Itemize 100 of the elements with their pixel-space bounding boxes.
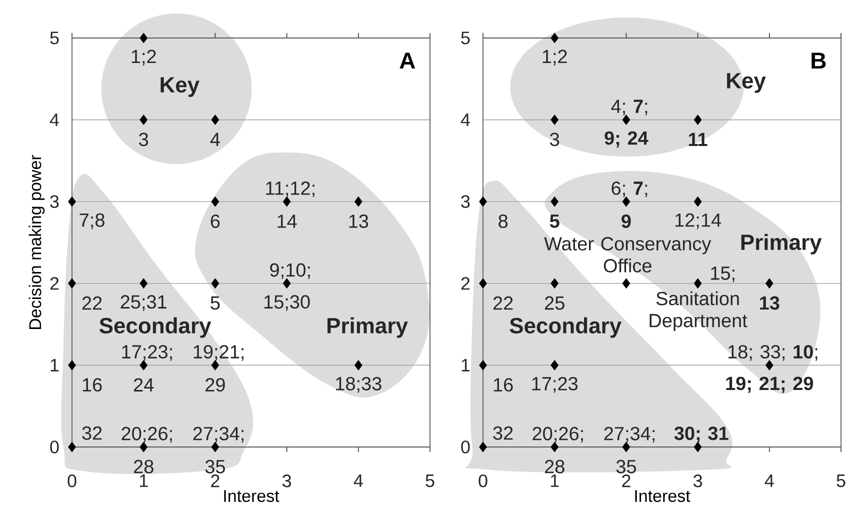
point	[140, 32, 148, 44]
point	[68, 196, 76, 207]
point	[282, 278, 291, 289]
annotation: 9;10;	[270, 263, 310, 279]
annotation: 9	[622, 214, 631, 228]
annotation: 19; 21; 29	[726, 376, 814, 393]
annotation: Key	[160, 77, 200, 97]
x-tick-label: 5	[836, 474, 846, 488]
annotation: 3	[139, 132, 148, 146]
annotation: 3	[550, 132, 560, 146]
annotation: 15;30	[264, 295, 310, 311]
point	[550, 360, 559, 370]
point	[354, 360, 362, 370]
annotation: 28	[544, 460, 564, 474]
x-tick-label: 0	[478, 474, 488, 488]
annotation: 35	[616, 460, 636, 474]
annotation: 4; 7;	[611, 100, 648, 116]
annotation: 32	[82, 426, 102, 440]
annotation: 16	[82, 378, 102, 392]
annotation: Key	[727, 73, 766, 93]
point	[479, 442, 487, 452]
point	[694, 114, 702, 125]
point	[622, 196, 630, 207]
y-tick-label: 5	[50, 32, 59, 44]
annotation: Primary	[741, 234, 822, 254]
annotation: 12;14	[675, 213, 722, 230]
annotation: Secondary	[99, 317, 212, 338]
x-tick-label: 4	[354, 474, 363, 487]
annotation: Secondary	[510, 317, 622, 338]
x-tick-label: 5	[426, 474, 434, 488]
point	[550, 32, 559, 44]
annotation: 27;34;	[604, 426, 654, 443]
y-tick-label: 1	[462, 359, 470, 372]
annotation: 29	[206, 378, 225, 392]
point	[68, 360, 76, 370]
x-axis-title: Interest	[224, 490, 280, 502]
x-tick-label: 1	[140, 474, 148, 487]
y-axis-title: Decision making power	[28, 154, 45, 329]
x-tick-label: 1	[550, 474, 559, 487]
point	[622, 278, 630, 289]
annotation: 18; 33; 10;	[728, 345, 818, 361]
annotation: 28	[134, 460, 154, 474]
chart-title: A	[400, 52, 416, 69]
annotation: 32	[493, 426, 513, 440]
annotation: 1;2	[132, 50, 156, 66]
annotation: 5	[210, 296, 220, 310]
annotation: 7;8	[80, 213, 104, 230]
annotation: 30; 31	[674, 426, 728, 443]
point	[211, 196, 220, 207]
point	[694, 196, 702, 207]
annotation: Primary	[327, 317, 408, 338]
y-tick-label: 0	[50, 440, 59, 454]
point	[140, 278, 148, 289]
annotation: 8	[498, 214, 508, 228]
point	[765, 278, 774, 289]
point	[211, 114, 220, 125]
annotation: 20;26;	[532, 426, 583, 443]
annotation: 25	[544, 296, 564, 310]
y-tick-label: 2	[461, 277, 470, 290]
annotation: 13	[760, 296, 780, 310]
x-tick-label: 2	[622, 474, 630, 488]
point	[479, 196, 487, 207]
point	[479, 360, 487, 370]
x-axis-title: Interest	[635, 490, 690, 502]
annotation: 6; 7;	[612, 181, 648, 198]
y-tick-label: 5	[461, 32, 470, 44]
point	[68, 278, 76, 289]
point	[140, 360, 148, 370]
point	[765, 360, 774, 370]
y-tick-label: 3	[50, 195, 59, 208]
annotation: 13	[349, 214, 368, 228]
y-tick-label: 3	[461, 195, 470, 208]
y-tick-label: 0	[461, 440, 470, 454]
annotation: 11	[688, 132, 708, 146]
annotation: 19;21;	[194, 345, 244, 361]
annotation: 27;34;	[193, 426, 244, 443]
x-tick-label: 0	[68, 474, 76, 488]
annotation: 18;33	[336, 376, 382, 393]
y-tick-label: 4	[460, 114, 470, 126]
annotation: 9; 24	[604, 131, 648, 148]
annotation: Water Conservancy Office	[544, 237, 712, 272]
annotation: 25;31	[120, 295, 166, 311]
annotation: 6	[210, 214, 220, 228]
point	[140, 114, 148, 125]
point	[694, 442, 702, 452]
annotation: 17;23;	[122, 345, 172, 361]
annotation: 20;26;	[122, 426, 172, 443]
annotation: 14	[278, 214, 297, 228]
annotation: 16	[494, 378, 513, 392]
point	[694, 278, 702, 289]
annotation: 35	[205, 460, 225, 474]
chart-title: B	[812, 52, 826, 69]
annotation: 1;2	[542, 50, 567, 66]
point	[211, 278, 220, 289]
y-tick-label: 2	[50, 277, 59, 290]
point	[550, 114, 559, 125]
point	[550, 278, 559, 289]
annotation: 22	[493, 296, 513, 310]
point	[622, 114, 630, 125]
point	[211, 360, 220, 370]
